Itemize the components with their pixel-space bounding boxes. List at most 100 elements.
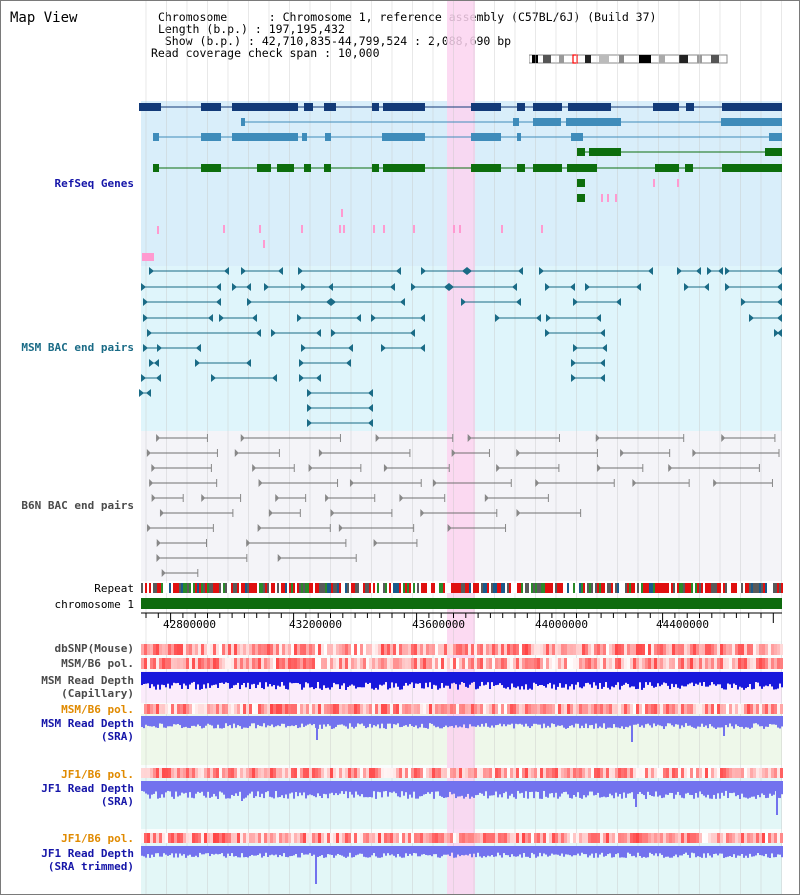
read-depth-bar xyxy=(679,672,681,689)
polymorphism-cell xyxy=(249,644,252,655)
read-depth-bar xyxy=(757,846,759,854)
length-value: 197,195,432 xyxy=(268,22,345,36)
polymorphism-cell xyxy=(660,768,663,778)
read-depth-bar xyxy=(279,781,281,798)
read-depth-bar xyxy=(219,781,221,792)
read-depth-bar xyxy=(265,716,267,728)
polymorphism-cell xyxy=(561,768,564,778)
read-depth-bar xyxy=(587,846,589,858)
bac-end-marker xyxy=(275,494,280,502)
read-depth-bar xyxy=(733,716,735,729)
bac-end-marker xyxy=(516,449,521,457)
read-depth-bar xyxy=(175,846,177,854)
polymorphism-cell xyxy=(342,704,345,714)
polymorphism-cell xyxy=(531,704,534,714)
read-depth-bar xyxy=(487,716,489,727)
polymorphism-cell xyxy=(669,658,672,669)
polymorphism-cell xyxy=(273,644,276,655)
polymorphism-cell xyxy=(654,768,657,778)
polymorphism-cell xyxy=(444,833,447,843)
read-depth-bar xyxy=(435,846,437,855)
read-depth-bar xyxy=(453,672,455,683)
read-depth-bar xyxy=(181,781,183,793)
gene-exon xyxy=(153,133,159,141)
read-depth-bar xyxy=(211,716,213,726)
polymorphism-cell xyxy=(564,833,567,843)
polymorphism-cell xyxy=(186,833,189,843)
read-depth-bar xyxy=(231,846,233,854)
polymorphism-cell xyxy=(234,833,237,843)
polymorphism-cell xyxy=(174,833,177,843)
chromosome-ideogram[interactable] xyxy=(529,53,729,65)
read-depth-bar xyxy=(537,672,539,686)
polymorphism-cell xyxy=(252,768,255,778)
polymorphism-cell xyxy=(747,658,750,669)
read-depth-bar xyxy=(659,781,661,796)
read-depth-bar xyxy=(201,781,203,792)
read-depth-bar xyxy=(613,716,615,725)
polymorphism-cell xyxy=(585,644,588,655)
read-depth-bar xyxy=(399,846,401,857)
repeat-element xyxy=(235,583,237,593)
polymorphism-cell xyxy=(207,833,210,843)
polymorphism-cell xyxy=(162,704,165,714)
read-depth-bar xyxy=(289,781,291,794)
read-depth-bar xyxy=(261,781,263,794)
ideogram-current-region[interactable] xyxy=(572,54,578,64)
bac-end-marker xyxy=(600,329,605,337)
polymorphism-cell xyxy=(180,768,183,778)
read-depth-bar xyxy=(531,781,533,792)
polymorphism-cell xyxy=(438,768,441,778)
read-depth-bar xyxy=(437,846,439,858)
polymorphism-cell xyxy=(711,768,714,778)
read-depth-bar xyxy=(573,846,575,856)
bac-end-marker xyxy=(331,298,336,306)
polymorphism-cell xyxy=(471,768,474,778)
read-depth-bar xyxy=(655,846,657,854)
bac-end-marker xyxy=(149,359,154,367)
repeat-element xyxy=(151,583,153,593)
snp-mark xyxy=(259,225,261,233)
read-depth-bar xyxy=(237,672,239,683)
polymorphism-cell xyxy=(201,768,204,778)
read-depth-bar xyxy=(417,781,419,799)
read-depth-bar xyxy=(439,846,441,858)
read-depth-bar xyxy=(387,781,389,797)
read-depth-bar xyxy=(745,672,747,689)
repeat-element xyxy=(737,583,739,593)
read-depth-bar xyxy=(747,781,749,799)
read-depth-bar xyxy=(379,846,381,858)
polymorphism-cell xyxy=(723,644,726,655)
read-depth-bar xyxy=(557,672,559,687)
read-depth-bar xyxy=(433,672,435,685)
read-depth-bar xyxy=(745,781,747,798)
polymorphism-cell xyxy=(327,644,330,655)
polymorphism-cell xyxy=(192,658,195,669)
polymorphism-cell xyxy=(204,704,207,714)
repeat-element xyxy=(209,583,211,593)
read-depth-bar xyxy=(751,846,753,857)
read-depth-bar xyxy=(663,781,665,798)
region-info: Chromosome : Chromosome 1, reference ass… xyxy=(151,10,657,60)
read-depth-bar xyxy=(401,672,403,690)
polymorphism-cell xyxy=(630,768,633,778)
bac-end-marker xyxy=(201,494,206,502)
read-depth-bar xyxy=(707,716,709,729)
polymorphism-cell xyxy=(264,704,267,714)
polymorphism-cell xyxy=(219,768,222,778)
read-depth-bar xyxy=(375,781,377,799)
read-depth-bar xyxy=(371,672,373,689)
read-depth-bar xyxy=(213,781,215,794)
polymorphism-cell xyxy=(768,644,771,655)
polymorphism-cell xyxy=(642,768,645,778)
polymorphism-cell xyxy=(516,658,519,669)
repeat-element xyxy=(447,583,449,593)
polymorphism-cell xyxy=(453,704,456,714)
bac-end-marker xyxy=(595,434,600,442)
read-depth-bar xyxy=(429,672,431,683)
bac-end-marker xyxy=(349,479,354,487)
read-depth-bar xyxy=(345,672,347,690)
repeat-element xyxy=(775,583,777,593)
read-depth-bar xyxy=(455,846,457,858)
